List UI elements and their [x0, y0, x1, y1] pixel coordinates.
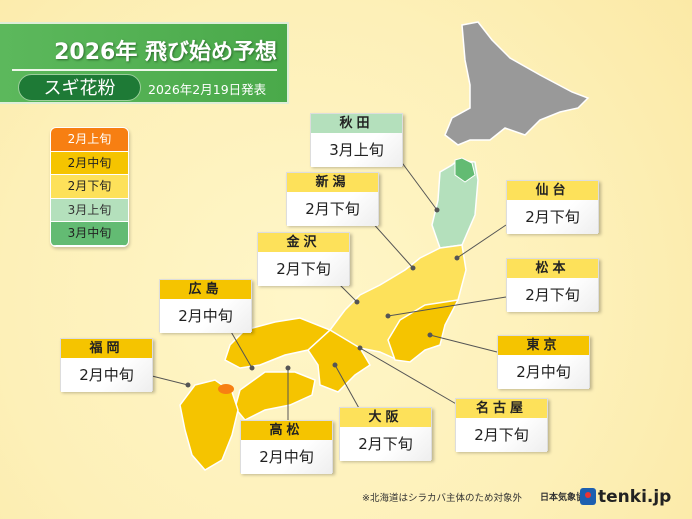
region-kinki: [307, 329, 372, 393]
divider: [12, 69, 277, 71]
page-title: 2026年 飛び始め予想: [54, 40, 277, 65]
city-forecast: 2月下旬: [340, 427, 431, 461]
city-callout: 高松 2月中旬: [240, 420, 333, 474]
leader-lines: [151, 159, 507, 420]
city-callout: 名古屋 2月下旬: [455, 398, 548, 452]
legend-item: 2月下旬: [51, 175, 128, 199]
region-aomori-west: [454, 157, 476, 183]
city-forecast: 2月下旬: [507, 200, 598, 234]
city-callout: 金沢 2月下旬: [257, 232, 350, 286]
title-banner: 2026年 飛び始め予想 スギ花粉 2026年2月19日発表: [0, 22, 289, 104]
city-forecast: 2月中旬: [498, 355, 589, 389]
city-name: 仙台: [507, 181, 598, 200]
city-callout: 新潟 2月下旬: [286, 172, 379, 226]
brand-logo: tenki.jp: [598, 487, 672, 507]
city-callout: 大阪 2月下旬: [339, 407, 432, 461]
city-name: 東京: [498, 336, 589, 355]
legend-item: 3月上旬: [51, 198, 128, 222]
city-name: 高松: [241, 421, 332, 440]
legend-item: 3月中旬: [51, 222, 128, 246]
legend-item: 2月上旬: [51, 128, 128, 152]
region-hokkaido: [444, 21, 590, 146]
legend-item: 2月中旬: [51, 151, 128, 175]
city-forecast: 2月下旬: [456, 418, 547, 452]
city-forecast: 3月上旬: [311, 133, 402, 167]
city-name: 広島: [160, 280, 251, 299]
city-callout: 秋田 3月上旬: [310, 113, 403, 167]
city-forecast: 2月中旬: [160, 299, 251, 333]
city-callout: 東京 2月中旬: [497, 335, 590, 389]
city-forecast: 2月下旬: [258, 252, 349, 286]
org-name: 日本気象協会: [540, 493, 595, 503]
city-name: 福岡: [61, 339, 152, 358]
announce-date: 2026年2月19日発表: [148, 82, 267, 97]
city-name: 金沢: [258, 233, 349, 252]
city-callout: 仙台 2月下旬: [506, 180, 599, 234]
city-forecast: 2月下旬: [507, 278, 598, 312]
footnote: ※北海道はシラカバ主体のため対象外: [362, 493, 522, 504]
city-name: 松本: [507, 259, 598, 278]
city-forecast: 2月中旬: [61, 358, 152, 392]
city-callout: 広島 2月中旬: [159, 279, 252, 333]
region-early-feb: [218, 384, 234, 394]
region-shikoku: [234, 371, 316, 421]
city-callout: 福岡 2月中旬: [60, 338, 153, 392]
tenki-logo-icon: [580, 488, 596, 505]
pollen-type-badge: スギ花粉: [18, 74, 141, 101]
city-name: 秋田: [311, 114, 402, 133]
city-forecast: 2月中旬: [241, 440, 332, 474]
city-name: 名古屋: [456, 399, 547, 418]
legend: 2月上旬 2月中旬 2月下旬 3月上旬 3月中旬: [50, 127, 129, 247]
city-forecast: 2月下旬: [287, 192, 378, 226]
city-callout: 松本 2月下旬: [506, 258, 599, 312]
city-name: 大阪: [340, 408, 431, 427]
city-name: 新潟: [287, 173, 378, 192]
